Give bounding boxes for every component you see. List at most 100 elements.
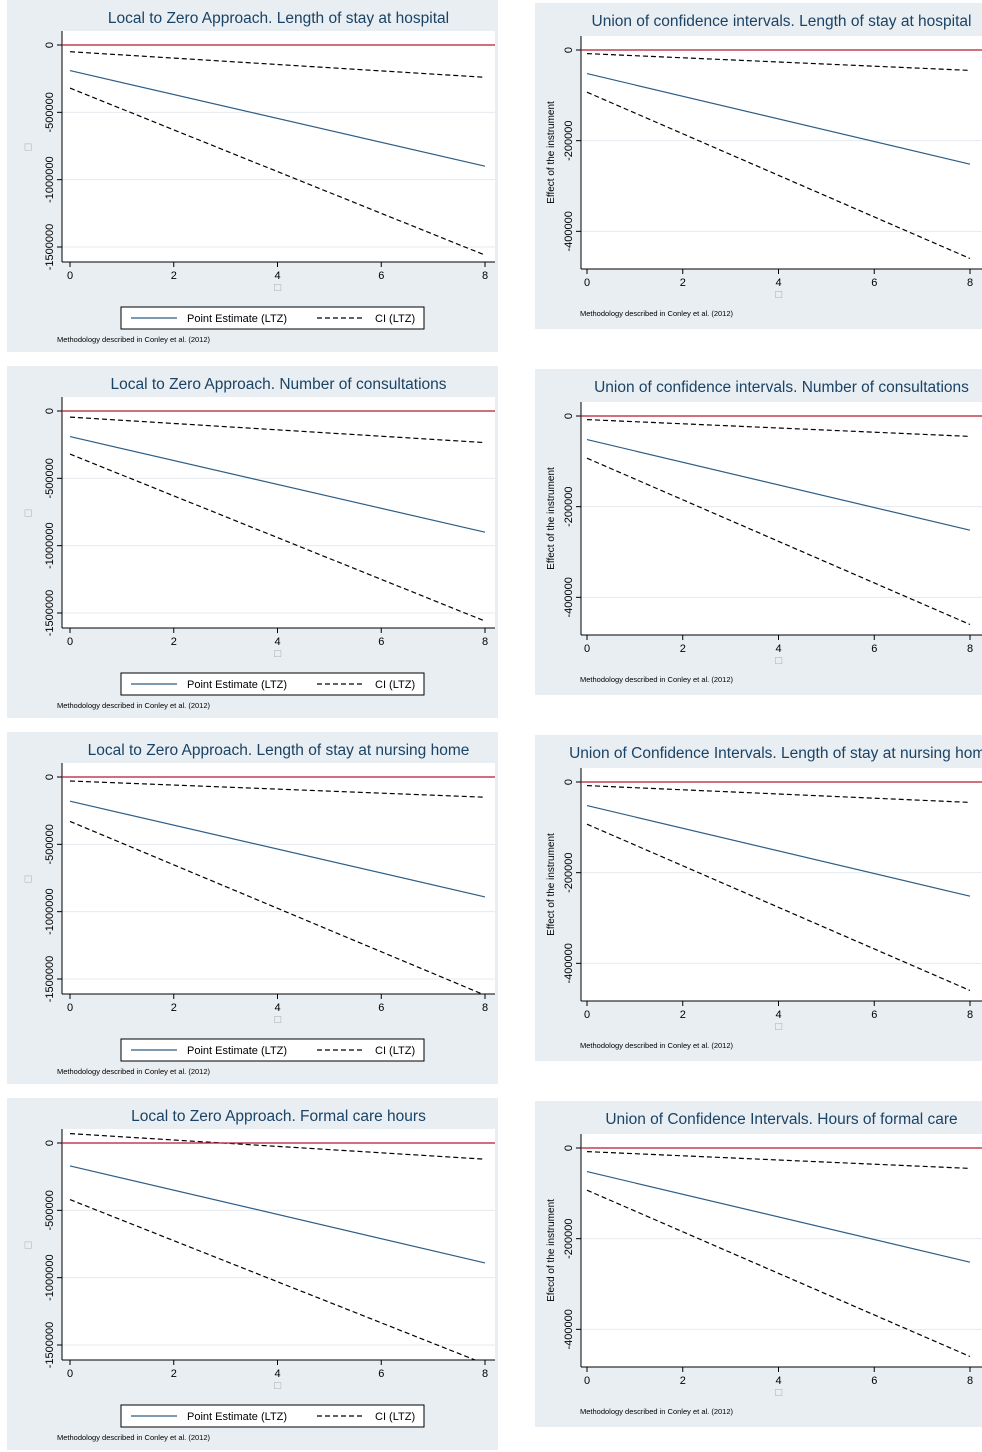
plot-area [581,768,982,1001]
y-axis-title-placeholder: □ [24,875,33,885]
chart-title: Union of Confidence Intervals. Length of… [569,745,982,762]
chart-svg: Union of confidence intervals. Number of… [546,379,982,684]
ci-bound-line [69,87,486,256]
plot-area [62,31,495,262]
ci-bound-line [586,1189,971,1358]
legend-label-ci: CI (LTZ) [375,679,415,691]
chart-svg: Union of Confidence Intervals. Hours of … [546,1111,982,1416]
chart-title: Union of confidence intervals. Length of… [592,13,972,30]
x-tick-label: 2 [171,1368,177,1380]
y-axis-title: Effect of the instrument [546,101,557,204]
ci-bound-line [586,91,971,260]
x-tick-label: 6 [378,1002,384,1014]
legend: Point Estimate (LTZ) CI (LTZ) [120,1038,425,1062]
y-axis-title-placeholder: □ [24,509,33,519]
x-tick-label: 4 [775,277,781,289]
x-tick-label: 8 [482,1368,488,1380]
y-tick-label: -500000 [44,1190,56,1230]
y-tick-label: -500000 [44,92,56,132]
ltz-chart-panel: Local to Zero Approach. Number of consul… [7,366,498,718]
x-tick-label: 0 [67,1002,73,1014]
x-tick-label: 8 [482,1002,488,1014]
y-tick-label: -400000 [563,211,575,251]
x-tick-label: 0 [67,636,73,648]
legend: Point Estimate (LTZ) CI (LTZ) [120,1404,425,1428]
y-tick-label: 0 [563,413,575,419]
chart-title: Local to Zero Approach. Length of stay a… [108,10,449,27]
x-tick-label: 2 [680,1009,686,1021]
methodology-note: Methodology described in Conley et al. (… [580,309,734,318]
point-estimate-line [69,800,486,898]
y-axis-title: Effect of the instrument [546,467,557,570]
y-tick-label: 0 [563,779,575,785]
x-tick-label: 6 [378,270,384,282]
y-axis-title: Efecd of the instrument [546,1199,557,1302]
y-tick-label: -500000 [44,458,56,498]
union-ci-chart-panel: Union of Confidence Intervals. Length of… [535,735,982,1061]
x-tick-label: 2 [171,270,177,282]
plot-area [62,763,495,994]
series-group [69,1133,486,1360]
y-tick-label: -1000000 [44,156,56,203]
point-estimate-line [586,1171,971,1263]
point-estimate-line [69,70,486,167]
chart-title: Union of confidence intervals. Number of… [594,379,969,396]
ltz-chart-panel: Local to Zero Approach. Length of stay a… [7,0,498,352]
x-axis-title-placeholder: □ [774,1022,783,1032]
legend-box [120,306,425,330]
legend-label-ci: CI (LTZ) [375,1045,415,1057]
x-axis-title-placeholder: □ [273,283,282,293]
x-tick-label: 2 [680,643,686,655]
y-tick-label: 0 [563,1145,575,1151]
x-tick-label: 2 [171,1002,177,1014]
chart-title: Union of Confidence Intervals. Hours of … [605,1111,957,1128]
x-tick-label: 0 [584,1009,590,1021]
legend-label-point-estimate: Point Estimate (LTZ) [187,1045,287,1057]
x-axis-title-placeholder: □ [273,1381,282,1391]
plot-area [62,1129,495,1360]
legend-box [120,1404,425,1428]
x-tick-label: 4 [274,636,280,648]
y-tick-label: -200000 [563,1218,575,1258]
chart-svg: Local to Zero Approach. Formal care hour… [24,1108,495,1442]
y-tick-label: -400000 [563,943,575,983]
chart-title: Local to Zero Approach. Number of consul… [110,376,446,393]
y-tick-label: 0 [563,47,575,53]
x-tick-label: 0 [67,270,73,282]
chart-svg: Union of confidence intervals. Length of… [546,13,982,318]
y-tick-label: -1500000 [44,956,56,1003]
x-tick-label: 0 [584,277,590,289]
x-tick-label: 4 [274,1368,280,1380]
legend-label-point-estimate: Point Estimate (LTZ) [187,313,287,325]
x-tick-label: 8 [967,1375,973,1387]
chart-svg: Local to Zero Approach. Length of stay a… [24,10,495,344]
legend-label-ci: CI (LTZ) [375,1411,415,1423]
y-tick-label: 0 [44,42,56,48]
y-tick-label: -1500000 [44,590,56,637]
methodology-note: Methodology described in Conley et al. (… [580,1407,734,1416]
series-group [69,780,486,994]
chart-title: Local to Zero Approach. Length of stay a… [88,742,470,759]
x-axis-title-placeholder: □ [273,1015,282,1025]
y-tick-label: -500000 [44,824,56,864]
x-tick-label: 2 [680,1375,686,1387]
y-tick-label: 0 [44,1140,56,1146]
methodology-note: Methodology described in Conley et al. (… [580,1041,734,1050]
y-tick-label: -200000 [563,852,575,892]
x-tick-label: 0 [584,643,590,655]
methodology-note: Methodology described in Conley et al. (… [57,701,211,710]
y-tick-label: -1000000 [44,522,56,569]
methodology-note: Methodology described in Conley et al. (… [57,1433,211,1442]
x-tick-label: 2 [171,636,177,648]
y-tick-label: -200000 [563,486,575,526]
methodology-note: Methodology described in Conley et al. (… [57,1067,211,1076]
x-tick-label: 4 [274,270,280,282]
ci-bound-line [69,780,486,798]
x-tick-label: 2 [680,277,686,289]
y-tick-label: -1000000 [44,1254,56,1301]
legend-box [120,1038,425,1062]
x-tick-label: 6 [871,643,877,655]
methodology-note: Methodology described in Conley et al. (… [57,335,211,344]
ci-bound-line [69,453,486,622]
x-axis-title-placeholder: □ [273,649,282,659]
